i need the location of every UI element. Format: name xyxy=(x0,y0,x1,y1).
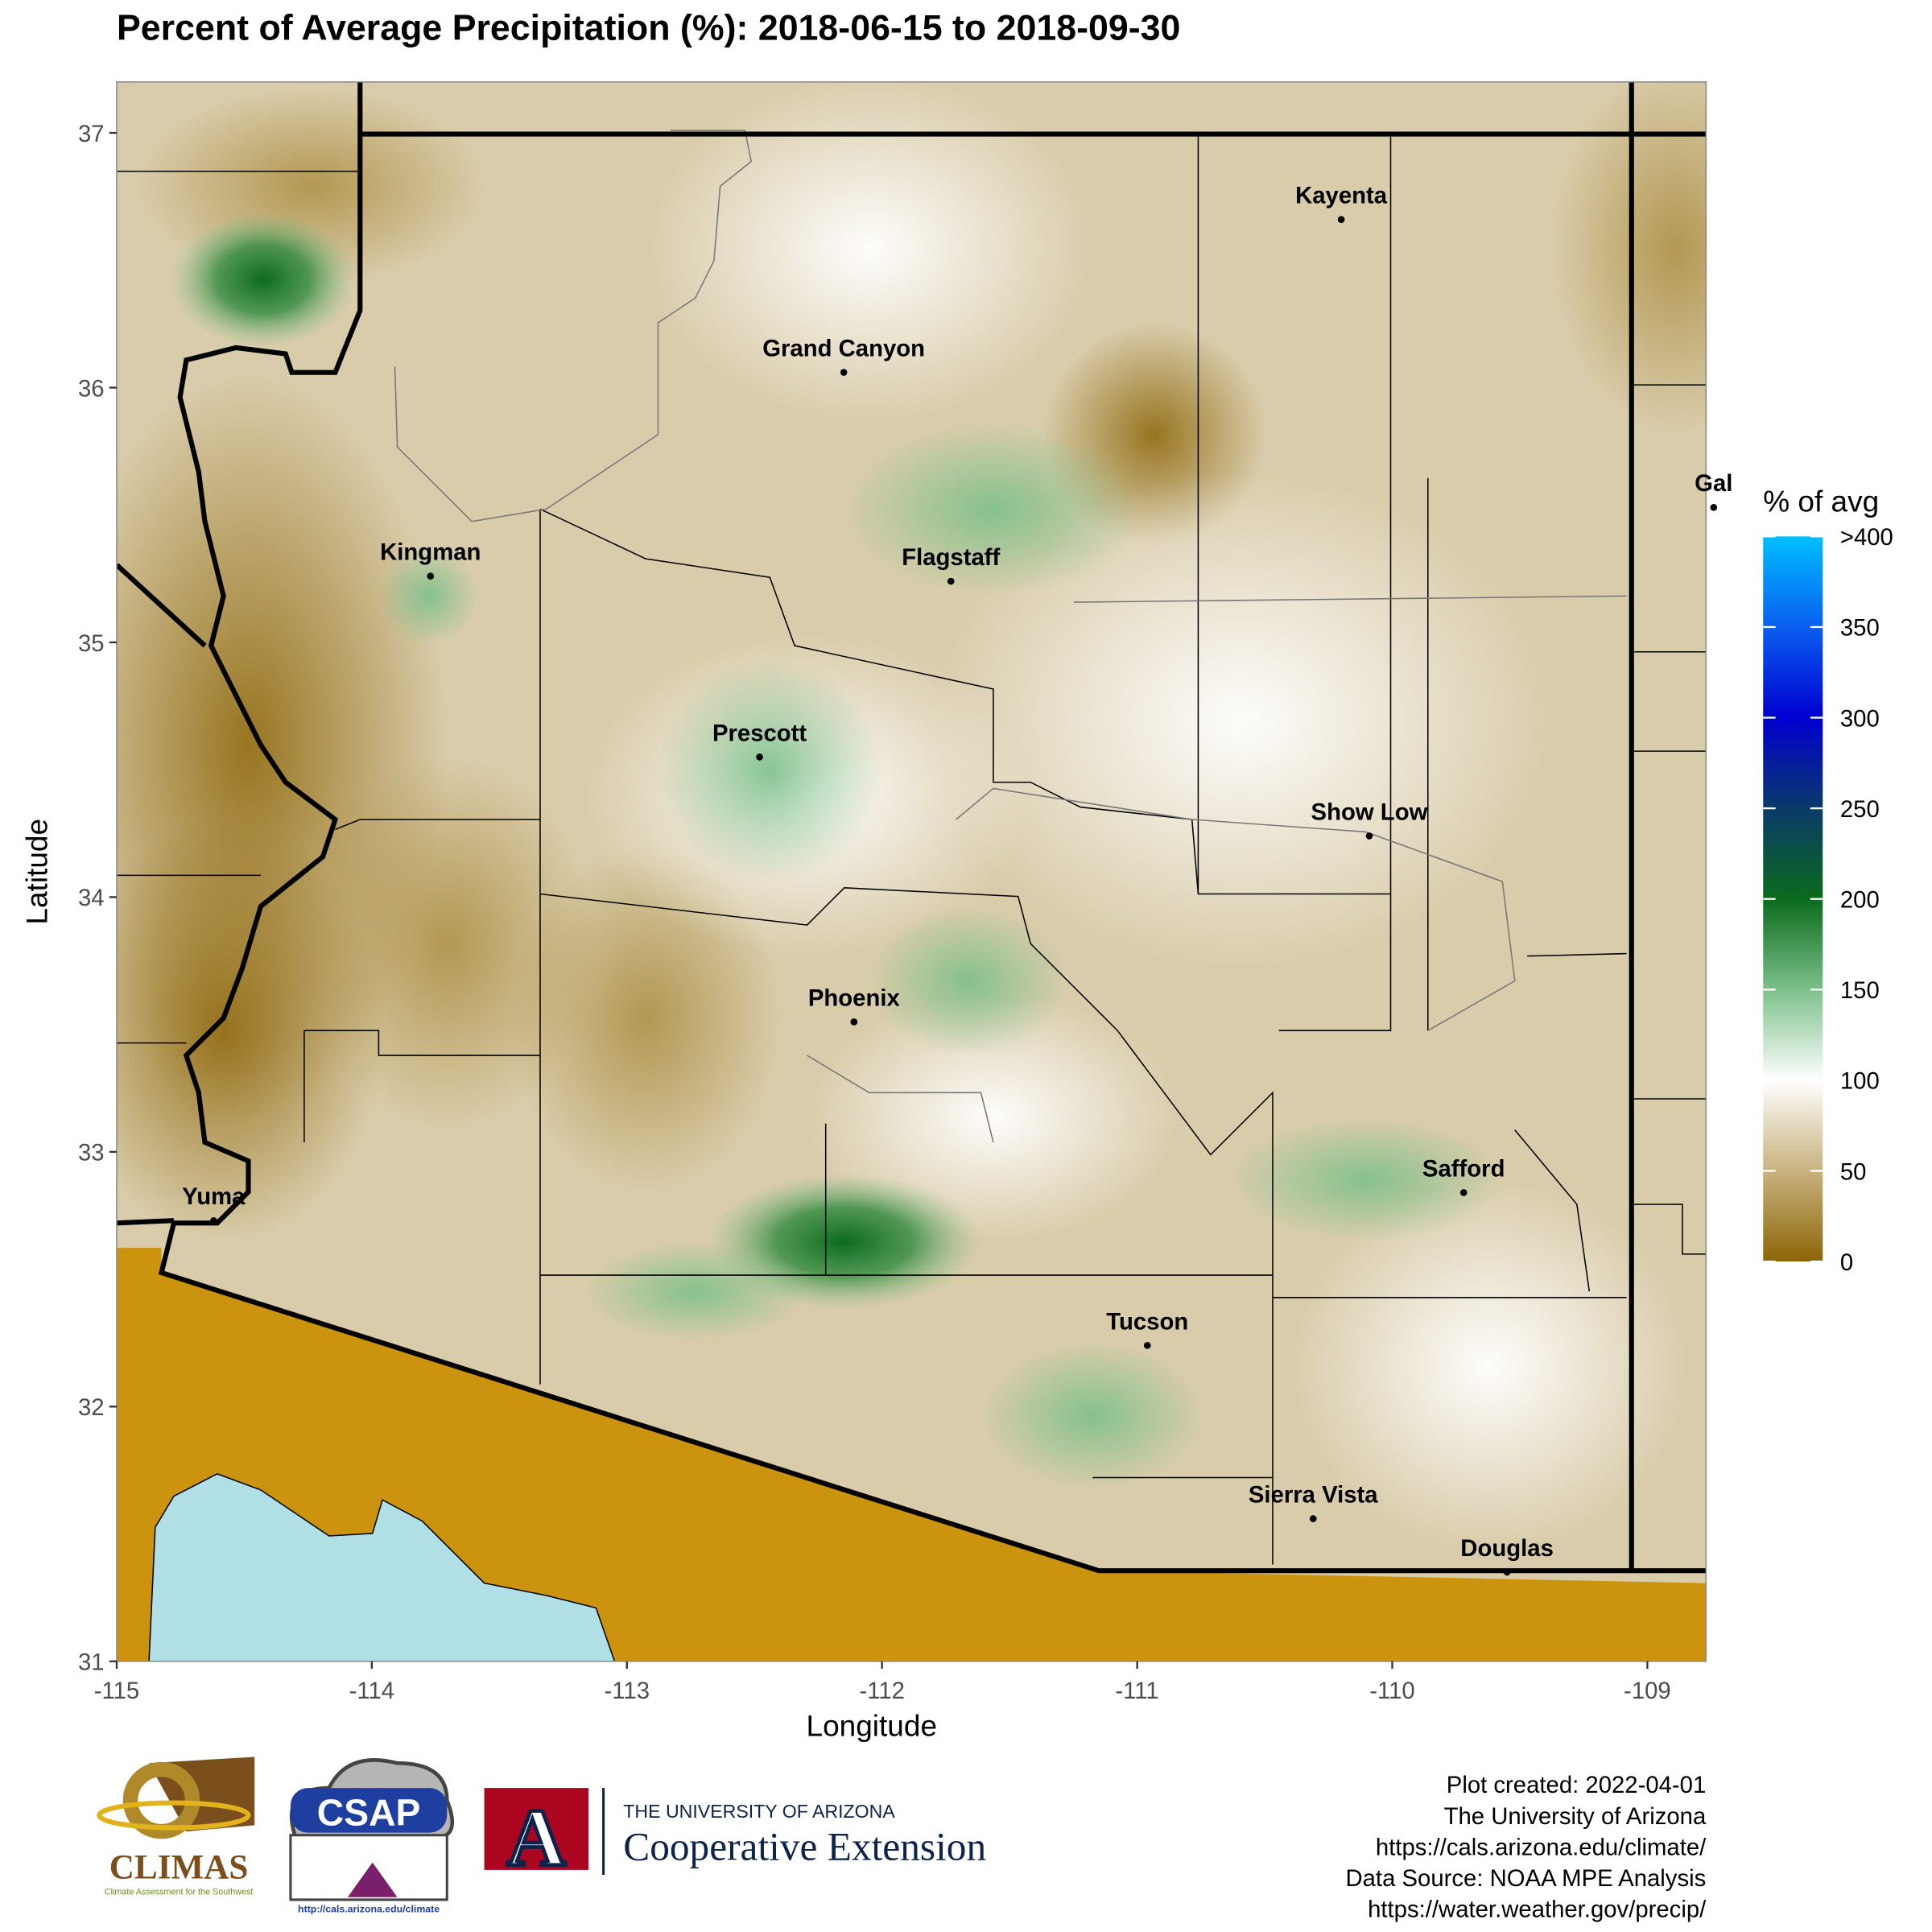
csap-logo: CSAP http://cals.arizona.edu/climate xyxy=(289,1758,455,1914)
city-marker xyxy=(840,369,848,376)
legend-tick-label: 0 xyxy=(1840,1249,1853,1276)
credit-line: Data Source: NOAA MPE Analysis xyxy=(1345,1865,1706,1892)
city-label: Gal xyxy=(1695,470,1732,497)
city-marker xyxy=(210,1216,217,1224)
x-tick-label: -111 xyxy=(1115,1678,1158,1704)
city-marker xyxy=(756,753,763,761)
city-label: Yuma xyxy=(182,1183,246,1210)
city-label: Flagstaff xyxy=(902,544,1000,571)
city-marker xyxy=(1309,1515,1317,1522)
legend-tick-label: 350 xyxy=(1840,615,1880,642)
city-marker xyxy=(1710,503,1718,511)
city-marker xyxy=(1337,216,1345,223)
tribal-lines xyxy=(394,130,1627,1143)
ua-logo: A THE UNIVERSITY OF ARIZONA Cooperative … xyxy=(484,1788,986,1885)
city-label: Safford xyxy=(1422,1155,1505,1182)
city-label: Grand Canyon xyxy=(762,335,925,361)
y-tick-label: 36 xyxy=(78,375,105,402)
city-label: Prescott xyxy=(712,720,807,746)
credit-line: https://cals.arizona.edu/climate/ xyxy=(1376,1834,1707,1860)
x-tick-label: -114 xyxy=(349,1678,394,1704)
credit-line: Plot created: 2022-04-01 xyxy=(1447,1772,1706,1798)
csap-url: http://cals.arizona.edu/climate xyxy=(298,1903,440,1914)
legend-tick-label: 150 xyxy=(1840,977,1880,1004)
climas-subtext: Climate Assessment for the Southwest xyxy=(105,1888,254,1897)
chart-title: Percent of Average Precipitation (%): 20… xyxy=(117,8,1180,47)
climas-logo: CLIMAS Climate Assessment for the Southw… xyxy=(97,1757,255,1897)
credit-line: https://water.weather.gov/precip/ xyxy=(1368,1896,1707,1922)
x-tick-label: -112 xyxy=(859,1678,904,1704)
csap-text: CSAP xyxy=(317,1791,421,1833)
city-label: Show Low xyxy=(1311,799,1428,825)
x-axis-label: Longitude xyxy=(807,1708,938,1742)
y-tick-label: 34 xyxy=(78,885,105,911)
state-borders xyxy=(116,81,1707,1574)
county-lines xyxy=(116,134,1707,1565)
legend-tick-label: 100 xyxy=(1840,1068,1880,1095)
city-marker xyxy=(1503,1568,1511,1576)
mexico xyxy=(116,1248,1707,1662)
city-label: Tucson xyxy=(1106,1308,1188,1335)
city-label: Douglas xyxy=(1460,1535,1554,1562)
legend-tick-label: 50 xyxy=(1840,1158,1867,1185)
x-tick-label: -113 xyxy=(605,1678,650,1704)
y-tick-label: 35 xyxy=(78,630,105,657)
y-tick-label: 31 xyxy=(78,1649,105,1676)
city-marker xyxy=(1143,1342,1151,1349)
x-tick-label: -109 xyxy=(1624,1678,1671,1704)
legend-tick-label: 250 xyxy=(1840,796,1880,823)
legend-tick-label: >400 xyxy=(1840,524,1893,551)
ua-text: THE UNIVERSITY OF ARIZONA xyxy=(623,1801,895,1822)
x-tick-label: -115 xyxy=(94,1678,139,1704)
climas-text: CLIMAS xyxy=(109,1849,249,1887)
panel-border xyxy=(116,81,1707,1662)
city-label: Sierra Vista xyxy=(1249,1481,1378,1508)
city-marker xyxy=(947,577,955,585)
x-tick-label: -110 xyxy=(1369,1678,1414,1704)
legend-title: % of avg xyxy=(1763,484,1879,518)
city-marker xyxy=(1365,832,1373,840)
city-label: Kingman xyxy=(380,539,481,566)
y-axis-label: Latitude xyxy=(20,819,54,925)
precip-field xyxy=(116,81,1707,1662)
city-label: Kayenta xyxy=(1295,183,1388,209)
extension-text: Cooperative Extension xyxy=(623,1825,986,1869)
city-marker xyxy=(850,1018,858,1026)
credit-line: The University of Arizona xyxy=(1444,1803,1707,1830)
svg-text:A: A xyxy=(507,1793,567,1884)
y-tick-label: 32 xyxy=(78,1394,105,1421)
city-label: Phoenix xyxy=(808,985,901,1011)
gulf-of-california xyxy=(148,1473,616,1662)
city-marker xyxy=(1459,1189,1468,1196)
city-marker xyxy=(427,572,435,580)
legend-tick-label: 300 xyxy=(1840,705,1880,732)
y-tick-label: 33 xyxy=(78,1140,105,1166)
legend-tick-label: 200 xyxy=(1840,887,1880,914)
y-tick-label: 37 xyxy=(78,121,105,147)
